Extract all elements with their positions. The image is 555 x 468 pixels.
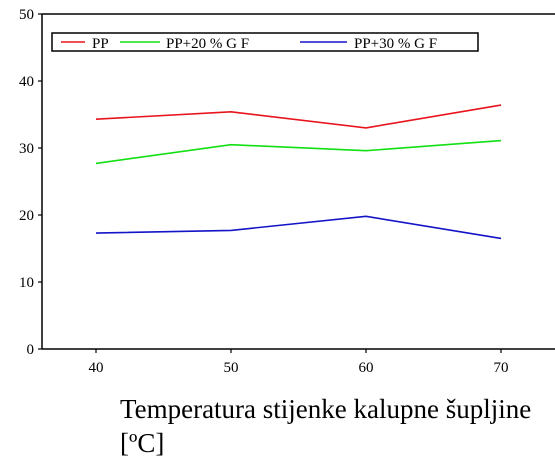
legend-label-pp30: PP+30 % G F xyxy=(354,36,437,52)
legend-box xyxy=(51,32,479,52)
x-tick-label: 50 xyxy=(224,360,239,376)
plot-frame xyxy=(41,13,555,350)
x-axis-label: Temperatura stijenke kalupne šupljine [º… xyxy=(120,394,532,458)
series-line-2 xyxy=(95,139,502,165)
series-lines xyxy=(95,104,502,240)
x-tick-label: 40 xyxy=(89,360,104,376)
x-tick-label: 70 xyxy=(494,360,509,376)
y-tick-label: 50 xyxy=(19,7,34,23)
x-ticks: 40 50 60 70 xyxy=(89,349,509,376)
y-tick-label: 0 xyxy=(27,342,35,358)
y-tick-label: 10 xyxy=(19,275,34,291)
y-tick-label: 30 xyxy=(19,141,34,157)
series-line-3 xyxy=(95,215,502,240)
legend-label-pp: PP xyxy=(92,36,109,52)
legend: PP PP+20 % G F PP+30 % G F xyxy=(51,32,479,52)
y-ticks: 0 10 20 30 40 50 xyxy=(19,7,42,358)
legend-label-pp20: PP+20 % G F xyxy=(166,36,249,52)
y-tick-label: 20 xyxy=(19,208,34,224)
y-tick-label: 40 xyxy=(19,74,34,90)
x-tick-label: 60 xyxy=(359,360,374,376)
series-line-1 xyxy=(95,104,502,129)
